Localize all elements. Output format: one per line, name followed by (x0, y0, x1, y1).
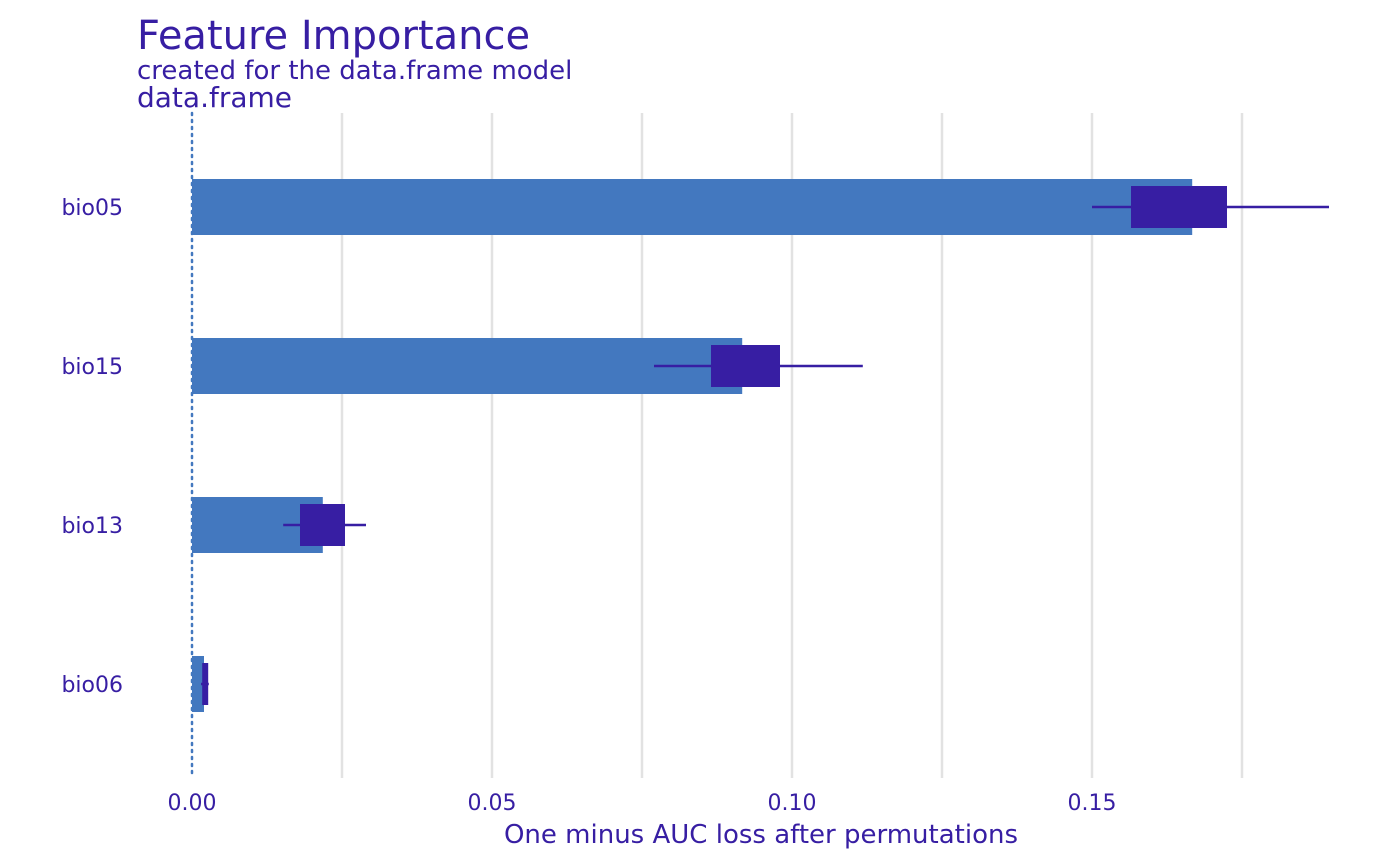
boxplots (201, 186, 1329, 705)
y-label-bio15: bio15 (61, 355, 123, 380)
boxplot-bio05 (1092, 186, 1329, 228)
bar-bio06 (192, 656, 204, 712)
chart-title: Feature Importance (137, 13, 530, 59)
y-label-bio06: bio06 (61, 673, 123, 698)
box-bio15 (711, 345, 780, 387)
x-tick-label-2: 0.10 (768, 791, 817, 816)
box-bio05 (1131, 186, 1227, 228)
box-bio13 (300, 504, 345, 546)
y-axis-labels: bio05 bio15 bio13 bio06 (61, 196, 123, 698)
boxplot-bio15 (654, 345, 863, 387)
x-tick-label-1: 0.05 (468, 791, 517, 816)
x-axis-tick-labels: 0.00 0.05 0.10 0.15 (168, 791, 1117, 816)
boxplot-bio06 (201, 663, 209, 705)
box-bio06 (202, 663, 209, 705)
boxplot-bio13 (283, 504, 366, 546)
bar-bio15 (192, 338, 743, 394)
bars (192, 179, 1193, 712)
bar-bio05 (192, 179, 1193, 235)
y-label-bio05: bio05 (61, 196, 123, 221)
x-axis-title: One minus AUC loss after permutations (504, 820, 1018, 850)
chart-subtitle: created for the data.frame model (137, 56, 572, 86)
x-tick-label-3: 0.15 (1068, 791, 1117, 816)
panel-label: data.frame (137, 81, 292, 114)
y-label-bio13: bio13 (61, 514, 123, 539)
x-tick-label-0: 0.00 (168, 791, 217, 816)
